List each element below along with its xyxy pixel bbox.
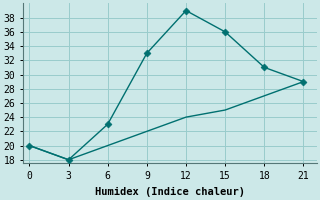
X-axis label: Humidex (Indice chaleur): Humidex (Indice chaleur) (95, 186, 245, 197)
